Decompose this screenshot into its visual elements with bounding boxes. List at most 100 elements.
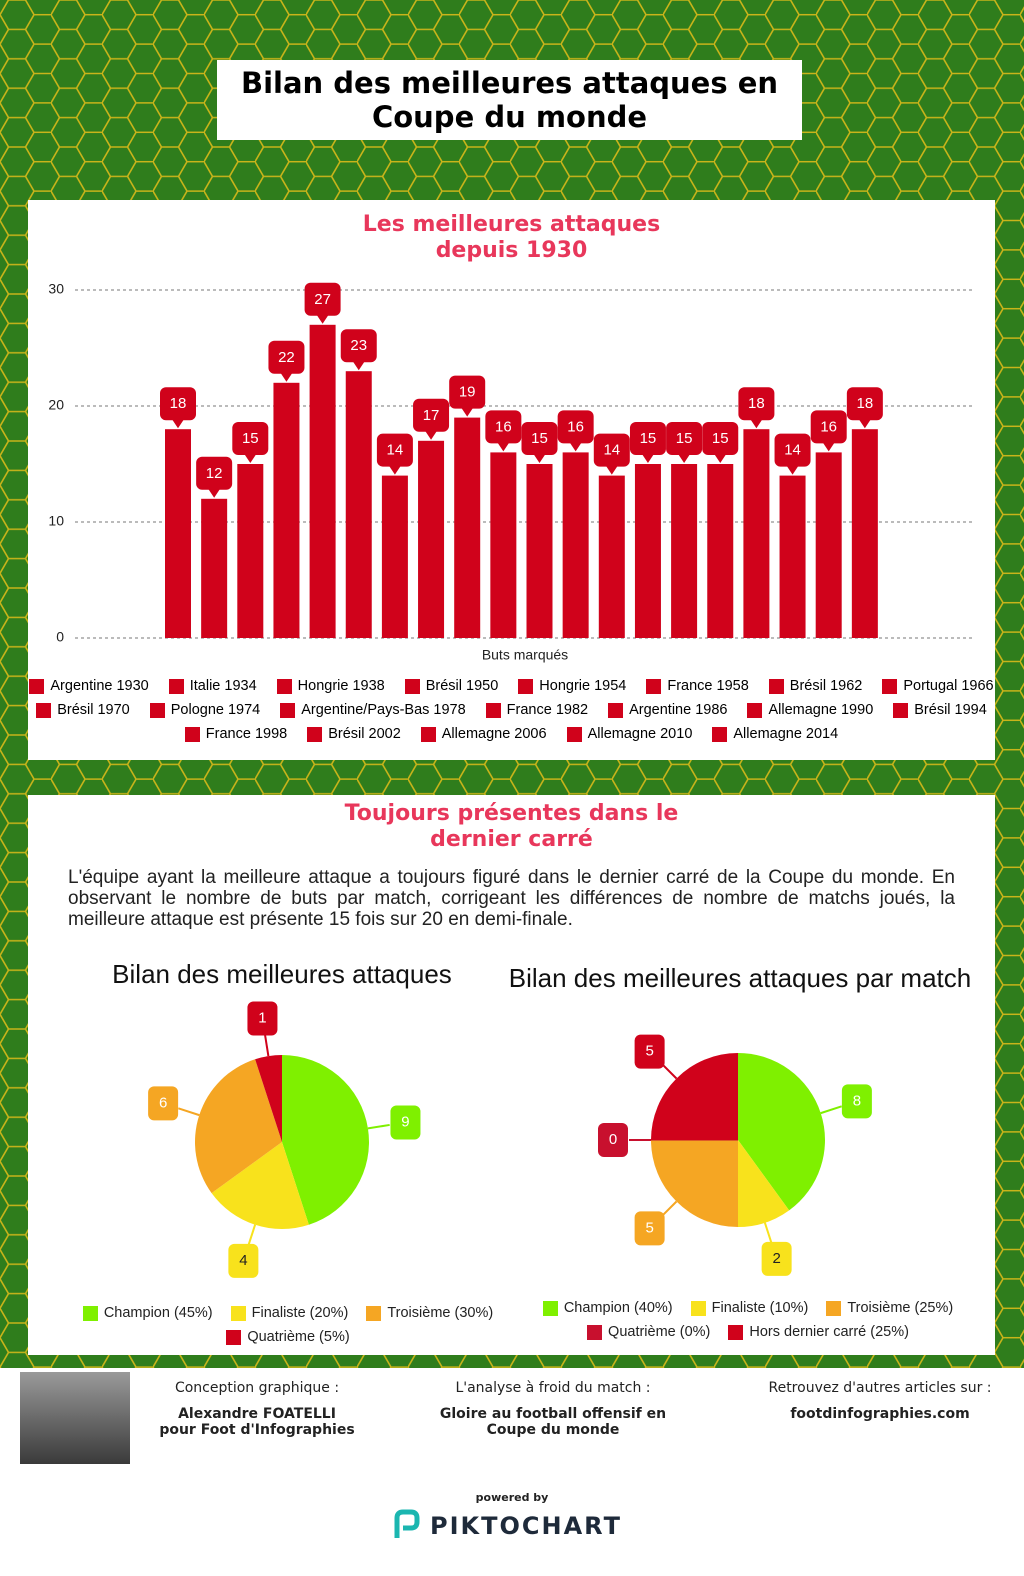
legend-label: Argentine/Pays-Bas 1978 [301,702,466,718]
legend-item: France 1998 [184,726,288,742]
legend-swatch [728,1324,744,1340]
legend-label: Finaliste (20%) [251,1305,349,1321]
legend-item: France 1958 [646,678,749,694]
bar [779,475,806,638]
legend-item: Argentine 1986 [608,702,727,718]
legend-swatch [36,702,52,718]
legend-label: Hors dernier carré (25%) [749,1324,909,1340]
label-callout [858,419,871,429]
credit-name: Alexandre FOATELLI pour Foot d'Infograph… [137,1406,377,1438]
legend-swatch [690,1300,706,1316]
footer: Conception graphique : Alexandre FOATELL… [0,1368,1024,1576]
value-label: 6 [159,1094,167,1111]
label-callout [569,442,582,452]
title-line: Coupe du monde [371,100,648,134]
label-callout [172,419,184,429]
bar [815,452,842,638]
section-title: Toujours présentes dans le dernier carré [28,801,995,853]
label-callout [376,433,413,467]
legend-item: Argentine/Pays-Bas 1978 [280,702,466,718]
legend-item: Quatrième (5%) [226,1329,350,1345]
label-callout [208,488,221,498]
legend-label: Brésil 1962 [789,678,863,694]
legend-label: Allemagne 2010 [587,726,693,742]
bar-panel: Les meilleures attaques depuis 1930 0 10 2… [28,200,995,760]
value-label: 0 [609,1131,617,1148]
label-callout [634,1211,665,1246]
legend-swatch [29,678,45,694]
legend-label: Portugal 1966 [903,678,994,694]
value-label: 4 [239,1252,247,1269]
bar [273,382,300,638]
bar [526,464,553,638]
legend-item: Brésil 1950 [404,678,499,694]
analysis-label: L'analyse à froid du match : [455,1380,651,1396]
legend-swatch [404,678,420,694]
pie-slice [255,1055,282,1142]
legend-label: France 1958 [667,678,749,694]
legend-swatch [230,1305,246,1321]
legend-item: Troisième (25%) [826,1300,953,1316]
legend-item: Troisième (30%) [366,1305,493,1321]
legend-swatch [226,1329,242,1345]
label-callout [352,361,365,371]
legend-label: Hongrie 1938 [297,678,385,694]
label-callout [304,282,341,316]
legend-swatch [276,678,292,694]
legend-item: Quatrième (0%) [587,1324,710,1340]
label-callout [774,433,811,467]
value-label: 16 [495,418,512,435]
legend-item: Allemagne 2010 [566,726,693,742]
legend-swatch [280,702,296,718]
bar [671,464,698,638]
value-label: 18 [170,395,187,412]
value-label: 5 [645,1219,653,1236]
label-callout [196,456,233,490]
label-callout [461,407,474,417]
legend-label: Allemagne 2006 [441,726,547,742]
value-label: 15 [531,430,548,447]
value-label: 5 [645,1043,653,1060]
analysis-title[interactable]: Gloire au football offensif en Coupe du … [423,1406,683,1438]
site-link[interactable]: footdinfographies.com [790,1406,970,1422]
value-label: 22 [278,349,295,366]
title-line: Toujours présentes dans le [344,801,679,826]
legend-label: Quatrième (5%) [247,1329,350,1345]
value-label: 19 [459,384,476,401]
label-callout [160,387,196,421]
legend-label: France 1998 [205,726,288,742]
logo-icon [394,1509,420,1538]
label-callout [280,372,293,382]
bar [381,475,408,638]
legend-row: Argentine 1930 Italie 1934 Hongrie 1938 Bré… [28,678,995,694]
bar [743,429,770,638]
legend-item: Italie 1934 [168,678,257,694]
value-label: 16 [567,418,584,435]
label-callout [593,433,630,467]
site-label: Retrouvez d'autres articles sur : [768,1380,992,1396]
legend-swatch [485,702,501,718]
legend-item: Argentine 1930 [29,678,149,694]
value-label: 15 [640,430,657,447]
legend-swatch [420,726,436,742]
bar [345,371,372,638]
legend-label: Brésil 1970 [57,702,130,718]
bar [201,498,228,638]
label-callout [557,410,594,444]
legend-swatch [646,678,662,694]
value-label: 15 [242,430,259,447]
pie-slice [738,1053,825,1211]
legend-label: Argentine 1930 [50,678,149,694]
legend-swatch [307,726,323,742]
legend-label: Brésil 1950 [425,678,499,694]
bar-chart: 0 10 20 30 18 12 15 22 27 23 14 17 19 16 15 16 14 15 15 15 1… [48,281,975,663]
legend-item: Allemagne 1990 [747,702,873,718]
bar [598,475,625,638]
label-callout [822,442,835,452]
legend-swatch [566,726,582,742]
legend-label: Allemagne 2014 [733,726,839,742]
legend-label: Argentine 1986 [629,702,728,718]
legend-label: France 1982 [506,702,589,718]
legend-row: France 1998 Brésil 2002 Allemagne 2006 Alle… [28,726,995,742]
